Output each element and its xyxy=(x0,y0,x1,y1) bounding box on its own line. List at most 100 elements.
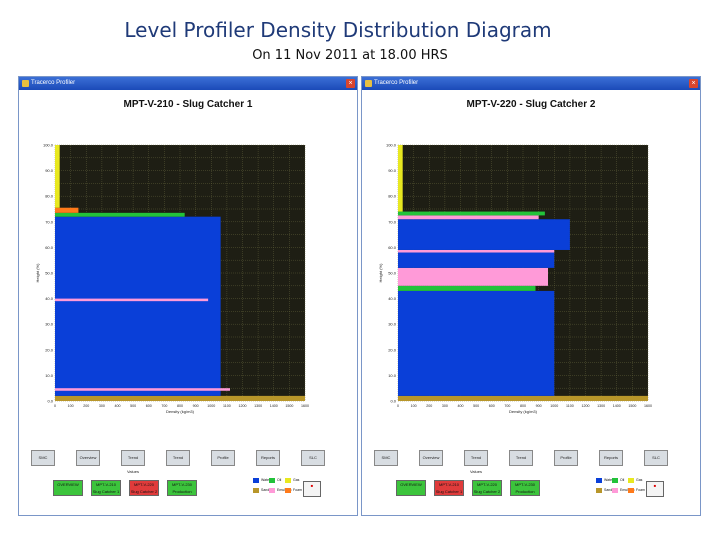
legend-item-foam: Foam xyxy=(285,487,315,494)
nav-button-reports[interactable]: Reports xyxy=(256,450,280,466)
nav-button-slc[interactable]: SLC xyxy=(301,450,325,466)
legend-item-sand: Sand xyxy=(596,487,626,494)
density-profile-chart-2: 0.0 10.0 20.0 30.0 40.0 50.0 60.0 70.0 80.0 90.0 1… xyxy=(378,143,652,415)
x-tick-label: 1500 xyxy=(285,404,293,408)
x-tick-label: 1400 xyxy=(613,404,621,408)
layer-bar-emulsion-3 xyxy=(398,267,548,286)
window-title: Tracerco Profiler xyxy=(31,80,76,86)
y-tick-label: 10.0 xyxy=(45,373,54,378)
legend-swatch xyxy=(285,478,291,483)
nav-button-overview[interactable]: Overview xyxy=(419,450,443,466)
legend-label: Foam xyxy=(636,488,645,492)
legend-label: Sand xyxy=(604,488,613,492)
layer-bar-water-1 xyxy=(398,290,555,396)
x-tick-label: 1100 xyxy=(566,404,574,408)
x-tick-label: 1600 xyxy=(301,404,309,408)
x-axis-label: Density (kg/m3) xyxy=(166,409,195,414)
y-tick-label: 100.0 xyxy=(43,143,54,148)
y-tick-label: 60.0 xyxy=(45,245,54,250)
nav-button-trend-values[interactable]: Trend Values xyxy=(121,450,145,474)
legend-label: Gas xyxy=(636,478,643,482)
legend-item-sand: Sand xyxy=(253,487,283,494)
x-axis-label: Density (kg/m3) xyxy=(509,409,538,414)
y-tick-label: 70.0 xyxy=(45,219,54,224)
nav-button-profile[interactable]: Profile xyxy=(211,450,235,466)
x-tick-label: 200 xyxy=(83,404,89,408)
status-button-1[interactable]: MPT-V-210 Slug Catcher 1 xyxy=(434,480,464,496)
status-button-3[interactable]: MPT-V-230 Production Separator xyxy=(510,480,540,496)
legend-label: Gas xyxy=(293,478,300,482)
nav-button-trend[interactable]: Trend xyxy=(509,450,533,466)
x-tick-label: 100 xyxy=(411,404,417,408)
x-tick-label: 100 xyxy=(68,404,74,408)
chart-title: MPT-V-210 - Slug Catcher 1 xyxy=(123,99,253,110)
nav-button-profile[interactable]: Profile xyxy=(554,450,578,466)
status-button-0[interactable]: OVERVIEW xyxy=(53,480,83,496)
nav-button-trend[interactable]: Trend xyxy=(166,450,190,466)
legend-swatch xyxy=(612,478,618,483)
x-tick-label: 800 xyxy=(520,404,526,408)
status-button-3[interactable]: MPT-V-230 Production Separator xyxy=(167,480,197,496)
layer-bar-gas-9 xyxy=(398,145,403,212)
window-titlebar[interactable]: Tracerco Profiler × xyxy=(362,77,700,90)
y-tick-label: 20.0 xyxy=(45,347,54,352)
nav-button-smc[interactable]: SMC xyxy=(374,450,398,466)
x-tick-label: 300 xyxy=(99,404,105,408)
chart-title: MPT-V-220 - Slug Catcher 2 xyxy=(466,99,596,110)
legend-item-gas: Gas xyxy=(285,477,315,484)
x-tick-label: 0 xyxy=(397,404,399,408)
nav-button-smc[interactable]: SMC xyxy=(31,450,55,466)
x-tick-label: 1000 xyxy=(550,404,558,408)
alarm-indicator[interactable]: ■ xyxy=(303,481,321,497)
layer-bar-water-6 xyxy=(398,219,570,250)
legend-swatch xyxy=(596,478,602,483)
legend-swatch xyxy=(596,488,602,493)
slide-subtitle: On 11 Nov 2011 at 18.00 HRS xyxy=(252,48,448,63)
legend-label: Emulsion xyxy=(620,488,634,493)
status-button-1[interactable]: MPT-V-210 Slug Catcher 1 xyxy=(91,480,121,496)
layer-bar-emulsion-3 xyxy=(55,388,230,391)
slide-title: Level Profiler Density Distribution Diag… xyxy=(124,18,552,42)
nav-button-trend-values[interactable]: Trend Values xyxy=(464,450,488,474)
y-tick-label: 30.0 xyxy=(45,322,54,327)
layer-bar-sand-0 xyxy=(55,395,305,401)
y-tick-label: 90.0 xyxy=(45,168,54,173)
layer-bar-gas-6 xyxy=(55,145,60,208)
legend-swatch xyxy=(253,488,259,493)
layer-bar-oil-2 xyxy=(398,285,536,291)
legend-label: Foam xyxy=(293,488,302,492)
legend-item-water: Water xyxy=(596,477,626,484)
nav-button-overview[interactable]: Overview xyxy=(76,450,100,466)
nav-button-reports[interactable]: Reports xyxy=(599,450,623,466)
legend-swatch xyxy=(628,488,634,493)
layer-bar-oil-8 xyxy=(398,211,545,216)
x-tick-label: 1200 xyxy=(582,404,590,408)
legend-swatch xyxy=(285,488,291,493)
nav-button-slc[interactable]: SLC xyxy=(644,450,668,466)
y-tick-label: 50.0 xyxy=(45,271,54,276)
window-titlebar[interactable]: Tracerco Profiler × xyxy=(19,77,357,90)
x-tick-label: 600 xyxy=(489,404,495,408)
y-tick-label: 80.0 xyxy=(45,194,54,199)
close-icon[interactable]: × xyxy=(346,79,355,88)
alarm-indicator[interactable]: ■ xyxy=(646,481,664,497)
y-tick-label: 50.0 xyxy=(388,271,397,276)
status-button-2[interactable]: MPT-V-220 Slug Catcher 2 xyxy=(472,480,502,496)
status-button-0[interactable]: OVERVIEW xyxy=(396,480,426,496)
layer-bar-oil-4 xyxy=(55,212,185,217)
x-tick-label: 900 xyxy=(536,404,542,408)
status-button-2[interactable]: MPT-V-220 Slug Catcher 2 xyxy=(129,480,159,496)
x-tick-label: 700 xyxy=(504,404,510,408)
legend-item-water: Water xyxy=(253,477,283,484)
y-tick-label: 100.0 xyxy=(386,143,397,148)
close-icon[interactable]: × xyxy=(689,79,698,88)
density-profile-chart-1: 0.0 10.0 20.0 30.0 40.0 50.0 60.0 70.0 80.0 90.0 1… xyxy=(35,143,309,415)
x-tick-label: 200 xyxy=(426,404,432,408)
x-tick-label: 1600 xyxy=(644,404,652,408)
layer-bar-emulsion-2 xyxy=(55,298,209,302)
legend-swatch xyxy=(612,488,618,493)
x-tick-label: 1300 xyxy=(597,404,605,408)
legend-item-emulsion: Emulsion xyxy=(612,487,642,494)
layer-bar-emulsion-7 xyxy=(398,215,539,220)
y-tick-label: 40.0 xyxy=(388,296,397,301)
